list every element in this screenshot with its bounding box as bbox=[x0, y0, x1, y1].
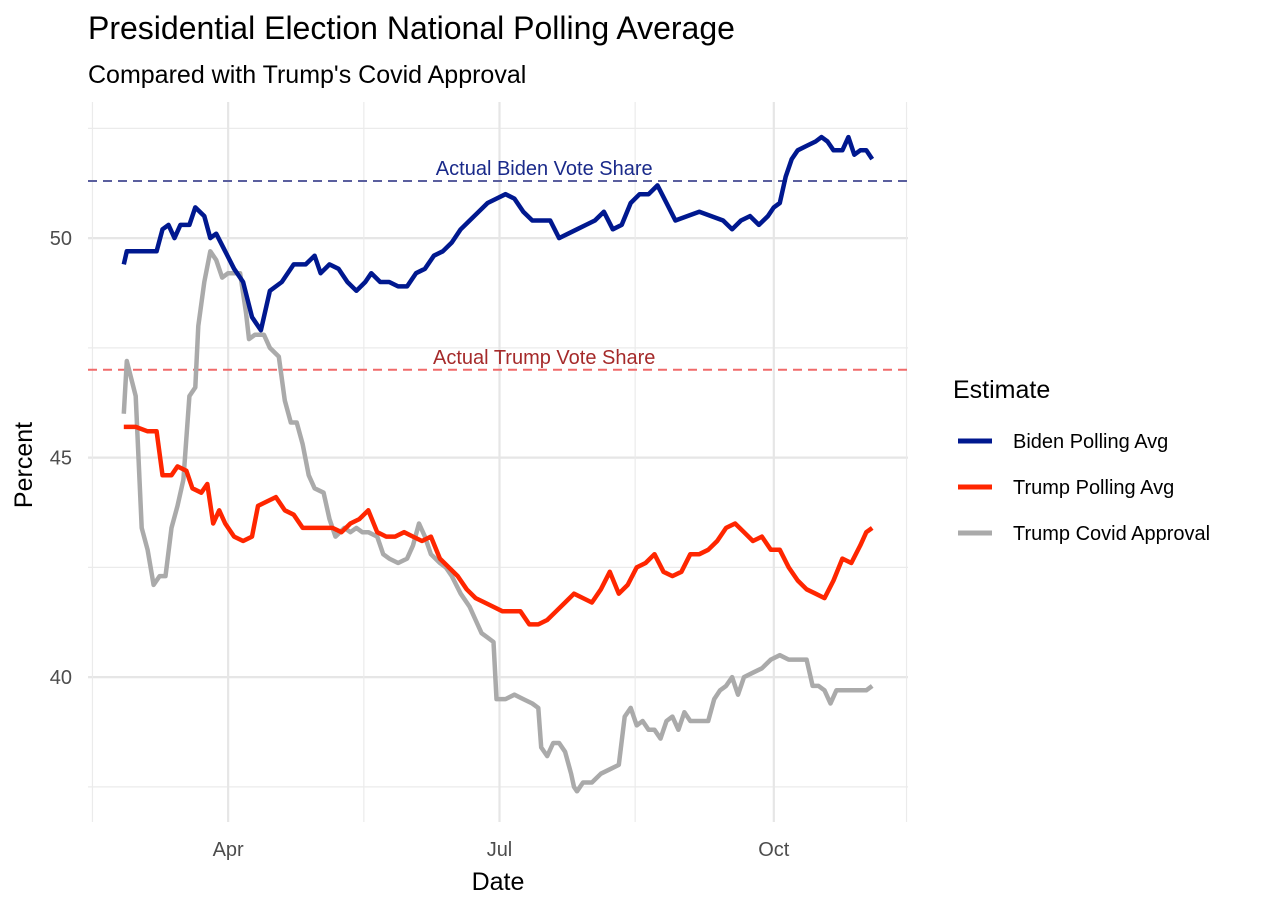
y-tick-label: 50 bbox=[50, 228, 72, 250]
series-lines bbox=[121, 134, 875, 794]
series-line bbox=[123, 424, 874, 627]
x-tick-label: Oct bbox=[758, 839, 790, 861]
chart-subtitle: Compared with Trump's Covid Approval bbox=[88, 61, 526, 89]
y-tick-label: 45 bbox=[50, 448, 72, 470]
reference-line-label: Actual Trump Vote Share bbox=[433, 347, 655, 369]
legend-item-label: Trump Polling Avg bbox=[1013, 477, 1174, 499]
legend-item-label: Trump Covid Approval bbox=[1013, 523, 1210, 545]
reference-line-label: Actual Biden Vote Share bbox=[436, 158, 653, 180]
series-line bbox=[121, 134, 875, 333]
grid bbox=[88, 102, 908, 822]
legend: Estimate Biden Polling Avg Trump Polling … bbox=[953, 376, 1210, 545]
x-tick-label: Apr bbox=[213, 839, 244, 861]
x-tick-label: Jul bbox=[487, 839, 513, 861]
x-axis-title: Date bbox=[472, 868, 525, 896]
legend-item-label: Biden Polling Avg bbox=[1013, 431, 1168, 453]
legend-title: Estimate bbox=[953, 376, 1050, 404]
chart-title: Presidential Election National Polling A… bbox=[88, 10, 735, 46]
y-axis-title: Percent bbox=[10, 422, 38, 508]
series-line bbox=[121, 249, 874, 794]
reference-lines: Actual Biden Vote Share Actual Trump Vote… bbox=[88, 158, 908, 371]
legend-items: Biden Polling Avg Trump Polling Avg Trump … bbox=[958, 431, 1210, 545]
y-tick-label: 40 bbox=[50, 667, 72, 689]
axes: 40 45 50 Apr Jul Oct bbox=[50, 228, 790, 861]
